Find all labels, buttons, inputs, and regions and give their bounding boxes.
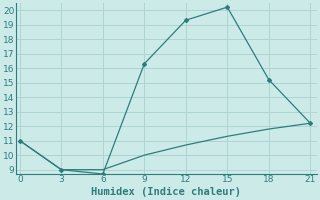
X-axis label: Humidex (Indice chaleur): Humidex (Indice chaleur)	[92, 187, 242, 197]
